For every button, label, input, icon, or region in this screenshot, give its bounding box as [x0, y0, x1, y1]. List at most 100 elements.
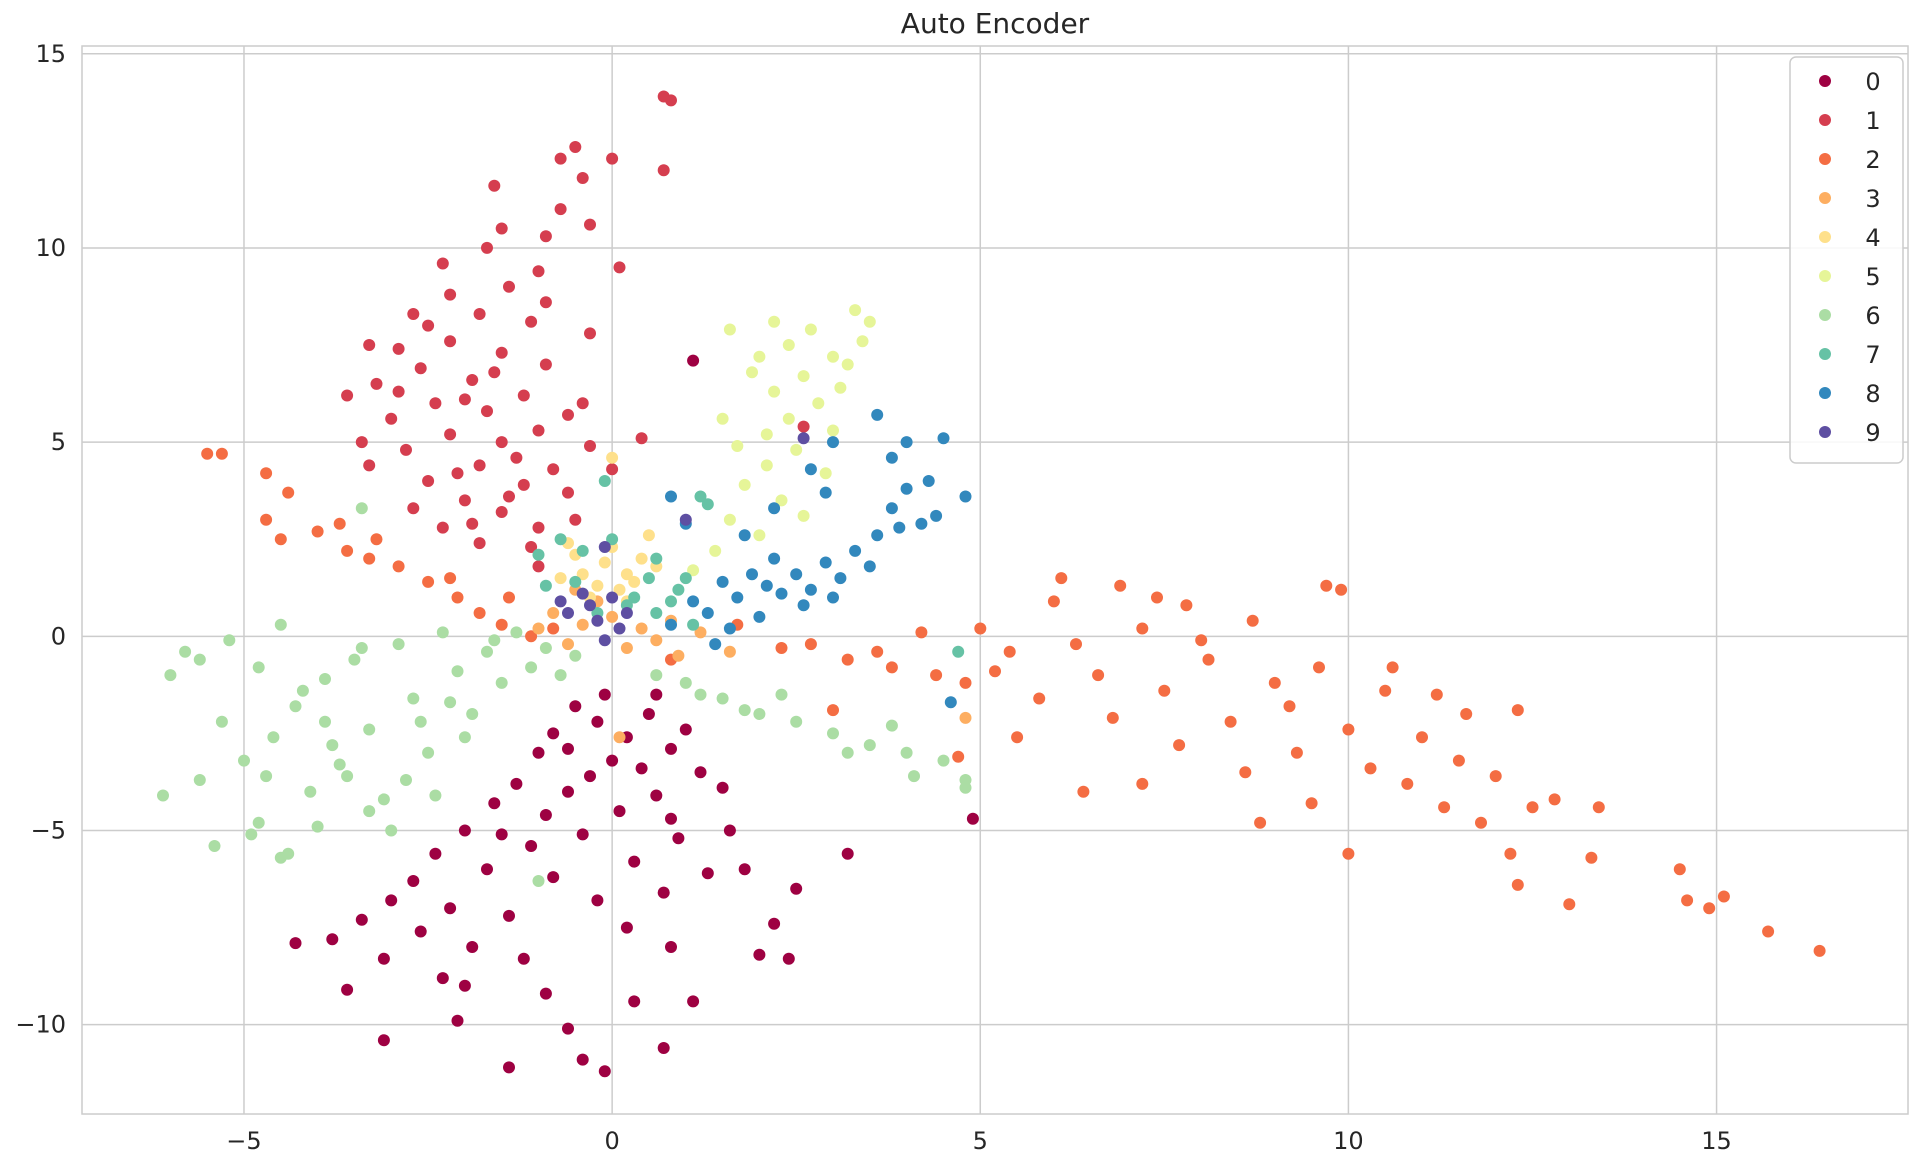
point-class-1 — [525, 541, 538, 553]
point-class-1 — [495, 346, 508, 359]
point-class-1 — [539, 358, 552, 371]
point-class-2 — [1136, 622, 1149, 635]
point-class-2 — [1438, 801, 1451, 814]
point-class-7 — [650, 552, 663, 565]
point-class-1 — [576, 397, 589, 410]
point-class-2 — [1011, 731, 1024, 744]
point-class-2 — [1401, 777, 1414, 790]
legend-marker — [1819, 387, 1831, 399]
data-points — [157, 90, 1826, 1078]
x-tick-label: 5 — [973, 1127, 988, 1155]
point-class-0 — [598, 1065, 611, 1078]
point-class-6 — [694, 688, 707, 701]
point-class-6 — [554, 669, 567, 682]
x-tick-label: 15 — [1701, 1127, 1732, 1155]
legend-marker — [1819, 153, 1831, 165]
point-class-2 — [1585, 851, 1598, 864]
point-class-0 — [841, 847, 854, 860]
point-class-7 — [650, 607, 663, 619]
point-class-6 — [363, 805, 376, 818]
point-class-1 — [385, 412, 398, 425]
point-class-2 — [1077, 785, 1090, 798]
point-class-8 — [885, 451, 898, 464]
point-class-2 — [1762, 925, 1775, 938]
point-class-6 — [525, 661, 538, 674]
point-class-8 — [665, 490, 677, 503]
point-class-6 — [311, 820, 324, 833]
legend-marker — [1819, 426, 1831, 438]
point-class-6 — [326, 739, 339, 752]
point-class-6 — [319, 715, 331, 728]
point-class-2 — [1047, 595, 1060, 608]
point-class-8 — [701, 607, 714, 619]
point-class-2 — [1092, 669, 1105, 682]
point-class-8 — [930, 509, 943, 522]
point-class-6 — [157, 789, 169, 802]
point-class-0 — [429, 847, 442, 860]
point-class-0 — [723, 824, 736, 837]
point-class-2 — [804, 638, 817, 651]
point-class-8 — [665, 618, 677, 631]
point-class-1 — [466, 517, 479, 530]
point-class-6 — [348, 653, 361, 666]
point-class-2 — [1290, 746, 1303, 759]
point-class-2 — [871, 645, 884, 658]
point-class-2 — [1504, 847, 1517, 860]
point-class-0 — [377, 952, 390, 965]
point-class-1 — [517, 389, 530, 402]
point-class-6 — [488, 634, 501, 647]
point-class-8 — [797, 599, 810, 612]
point-class-2 — [444, 572, 457, 585]
point-class-8 — [804, 463, 817, 476]
legend-label: 1 — [1865, 107, 1880, 135]
point-class-1 — [429, 397, 442, 410]
point-class-4 — [576, 568, 589, 581]
legend-label: 4 — [1865, 224, 1880, 252]
point-class-7 — [694, 490, 707, 503]
point-class-0 — [488, 797, 501, 810]
legend-label: 8 — [1865, 380, 1880, 408]
point-class-2 — [451, 591, 464, 604]
point-class-6 — [223, 634, 236, 647]
point-class-4 — [635, 552, 648, 565]
point-class-0 — [326, 933, 339, 946]
point-class-0 — [635, 762, 648, 775]
point-class-1 — [503, 280, 515, 293]
point-class-2 — [1379, 684, 1392, 697]
point-class-6 — [959, 781, 972, 794]
legend-marker — [1819, 231, 1831, 243]
point-class-2 — [827, 704, 839, 717]
legend-marker — [1819, 348, 1831, 360]
point-class-2 — [1511, 878, 1524, 891]
point-class-5 — [827, 350, 839, 363]
point-class-5 — [841, 358, 854, 371]
point-class-1 — [554, 203, 567, 216]
point-class-8 — [790, 568, 803, 581]
point-class-0 — [547, 727, 560, 740]
point-class-2 — [1703, 902, 1716, 915]
point-class-1 — [584, 218, 596, 231]
point-class-9 — [606, 591, 619, 604]
point-class-1 — [466, 374, 479, 386]
point-class-3 — [694, 626, 707, 639]
point-class-2 — [1673, 863, 1686, 876]
point-class-6 — [333, 758, 346, 771]
point-class-1 — [635, 432, 648, 445]
point-class-6 — [355, 502, 368, 515]
point-class-2 — [952, 750, 965, 763]
point-class-0 — [517, 952, 530, 965]
point-class-0 — [525, 840, 538, 852]
point-class-1 — [414, 362, 427, 375]
point-class-2 — [1511, 704, 1524, 717]
point-class-8 — [768, 502, 781, 515]
point-class-1 — [488, 179, 501, 192]
point-class-0 — [768, 917, 781, 930]
point-class-2 — [841, 653, 854, 666]
point-class-6 — [319, 673, 331, 685]
point-class-8 — [922, 475, 935, 487]
point-class-6 — [164, 669, 177, 682]
point-class-2 — [311, 525, 324, 538]
point-class-8 — [709, 638, 722, 651]
point-class-7 — [576, 544, 589, 557]
point-class-7 — [642, 572, 655, 585]
